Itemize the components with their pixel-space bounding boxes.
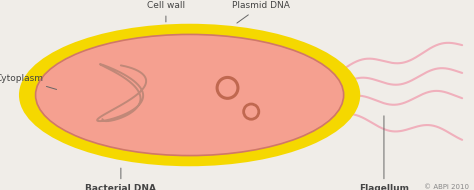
Text: Plasmid DNA: Plasmid DNA (232, 2, 290, 23)
Ellipse shape (19, 24, 360, 166)
Text: Bacterial DNA
(chromosomal DNA): Bacterial DNA (chromosomal DNA) (70, 168, 172, 190)
Text: Cell wall: Cell wall (147, 2, 185, 22)
Text: Cytoplasm: Cytoplasm (0, 74, 56, 89)
Circle shape (244, 104, 259, 119)
Circle shape (217, 78, 238, 98)
Text: © ABPi 2010: © ABPi 2010 (424, 184, 469, 190)
Ellipse shape (36, 34, 344, 156)
Text: Flagellum
(not always present): Flagellum (not always present) (331, 116, 437, 190)
